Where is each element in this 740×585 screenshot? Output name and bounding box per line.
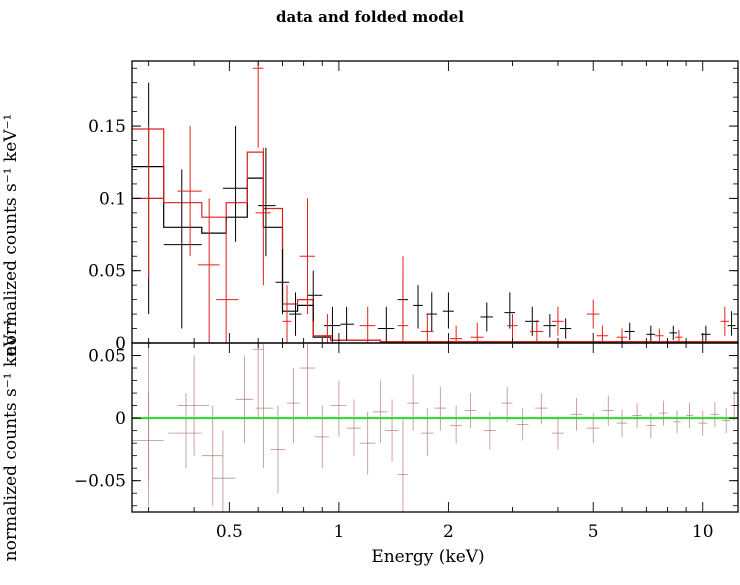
residual-point-19 [407,374,419,430]
spectrum-chart: 0 0.05 0.1 0.15 −0.05 0 0.05 0.5 1 2 5 10 Energy … [0,0,740,585]
y-tick-label: 0.05 [88,347,126,367]
data-point-s1-20 [655,329,663,343]
data-point-s0-17 [543,314,555,337]
residual-point-33 [632,403,642,428]
data-panel: 0 0.05 0.1 0.15 [88,61,738,354]
data-point-s1-16 [552,307,564,336]
data-point-s1-5 [256,148,271,285]
residual-point-40 [722,408,730,433]
residual-point-34 [646,413,655,438]
residual-point-18 [398,418,409,512]
residual-point-15 [360,412,376,475]
residual-point-1 [132,343,168,506]
residual-point-31 [602,396,613,426]
data-point-s0-1 [164,169,202,328]
residual-point-36 [673,411,680,434]
residual-point-0 [132,393,164,481]
residual-point-25 [502,387,513,422]
data-point-s0-12 [426,292,437,331]
residual-point-6 [236,356,253,444]
residual-point-5 [213,431,236,512]
residual-point-26 [517,408,529,441]
residual-point-13 [331,381,347,437]
residual-point-2 [168,393,201,468]
data-point-s1-17 [587,300,600,329]
data-point-s1-18 [596,326,608,343]
y-axis-label-residuals: normalized counts s⁻¹ keV⁻¹ [1,319,21,562]
y-tick-label: 0.15 [88,117,126,137]
data-point-s0-5 [289,292,301,335]
residual-point-28 [552,416,564,450]
residual-point-38 [698,411,707,436]
residual-point-32 [617,409,628,437]
model-step-0 [132,167,738,342]
data-point-s0-11 [413,285,423,328]
data-point-s0-20 [646,326,655,342]
data-point-s0-9 [378,307,394,343]
residual-point-16 [373,381,388,444]
residual-point-4 [202,406,223,506]
x-tick-label: 5 [588,522,599,542]
residual-point-7 [253,343,264,418]
data-point-s0-15 [504,292,515,328]
y-tick-label: −0.05 [74,472,126,492]
residual-point-3 [177,356,209,456]
x-axis-label: Energy (keV) [371,547,484,567]
x-tick-label: 10 [692,522,714,542]
x-tick-label: 2 [443,522,454,542]
residuals-panel: −0.05 0 0.05 [74,343,738,512]
residual-point-23 [465,393,476,428]
data-point-s1-0 [132,126,164,278]
residual-point-27 [535,393,547,424]
residual-point-12 [315,406,329,469]
x-tick-label: 0.5 [216,522,243,542]
data-point-s1-22 [721,307,729,336]
residual-point-35 [659,401,667,426]
residual-point-37 [686,403,693,428]
panel-frame [132,61,738,343]
data-point-s0-6 [308,271,323,322]
data-point-s0-23 [728,311,736,336]
y-tick-label: 0.05 [88,262,126,282]
data-point-s0-21 [669,326,677,340]
data-point-s0-13 [443,292,454,328]
residual-point-11 [300,343,315,418]
x-tick-label: 1 [333,522,344,542]
plot-area [132,343,738,512]
residual-point-10 [287,368,300,443]
data-point-s1-4 [253,61,264,148]
residual-point-21 [434,387,446,431]
model-step-1 [132,129,738,342]
data-point-s0-8 [340,307,353,340]
data-point-s1-12 [450,326,462,343]
residual-point-17 [385,399,399,462]
y-tick-label: 0.1 [99,189,126,209]
data-point-s1-14 [507,314,518,339]
data-point-s0-14 [480,303,492,332]
residual-point-22 [450,406,462,444]
residual-point-39 [710,402,719,427]
x-axis: 0.5 1 2 5 10 [216,522,714,542]
residual-point-20 [421,408,434,456]
plot-area [132,61,738,343]
residual-point-29 [570,398,582,431]
y-tick-label: 0 [115,409,126,429]
data-point-s0-3 [258,148,275,256]
data-point-s1-1 [177,126,201,256]
data-point-s1-9 [360,307,376,343]
residual-point-14 [347,399,361,455]
data-point-s1-13 [471,323,484,343]
data-point-s1-2 [198,198,220,343]
